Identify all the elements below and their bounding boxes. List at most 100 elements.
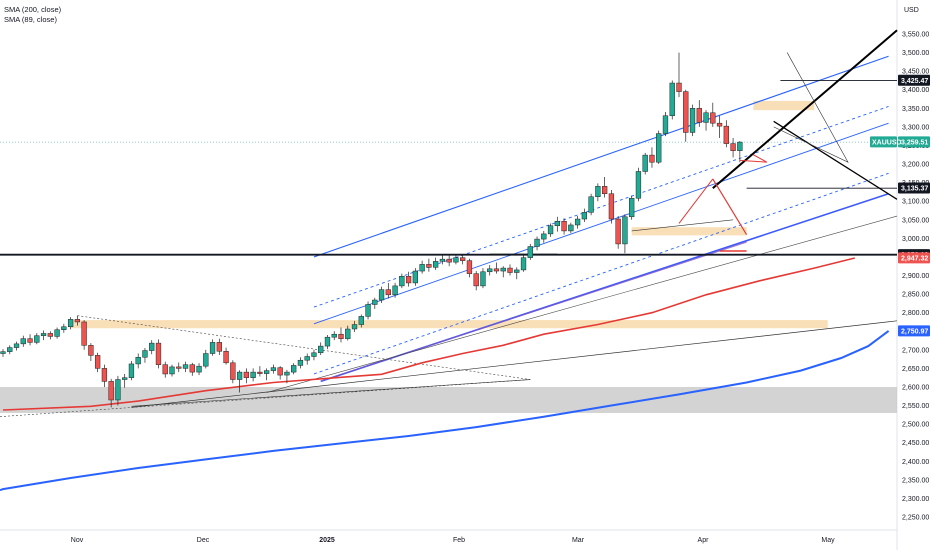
candle-body (243, 371, 250, 378)
candle-body (446, 258, 452, 263)
candle-body (399, 275, 405, 287)
price-badge-dark (898, 182, 930, 194)
candle-body (405, 275, 412, 284)
candle-body (595, 186, 601, 197)
candle-body (534, 238, 540, 247)
price-badge-label: 2,947.32 (901, 255, 928, 262)
candle-body (182, 364, 189, 369)
price-badge-blue (898, 325, 930, 337)
candle-body (629, 197, 635, 218)
candle-body (385, 289, 391, 296)
price-tick-label: 3,200.00 (902, 162, 929, 169)
time-axis[interactable]: Nov Dec 2025 Feb Mar Apr May (71, 537, 835, 544)
price-tick-label: 2,350.00 (902, 477, 929, 484)
candle-body (61, 326, 67, 330)
candle-body (487, 268, 493, 273)
zone-orange-top (753, 100, 815, 111)
support-zone-gray (0, 386, 897, 413)
currency-label[interactable]: USD (904, 7, 919, 14)
price-tick-label: 3,400.00 (902, 87, 929, 94)
sma-layer (0, 257, 890, 492)
price-badge-dark (898, 74, 930, 86)
candle-body (426, 264, 432, 268)
candle-body (135, 356, 141, 365)
candle-body (345, 328, 351, 339)
candle-body (541, 233, 547, 240)
candle-body (108, 381, 114, 401)
sma200-line (0, 330, 890, 492)
candle-body (216, 342, 222, 352)
price-tick-label: 2,850.00 (902, 292, 929, 299)
price-tick-label: 2,450.00 (902, 440, 929, 447)
triangle-upper-dash (77, 315, 531, 380)
breakout-trendline-black (712, 29, 898, 189)
candle-body (263, 370, 270, 374)
candle-body (378, 289, 385, 301)
time-tick-label: Apr (698, 537, 710, 544)
indicator-legend: SMA (200, close) SMA (89, close) (4, 5, 61, 25)
candle-body (710, 112, 716, 124)
candle-body (412, 270, 419, 284)
time-tick-label: Nov (71, 537, 84, 544)
candle-body (439, 258, 446, 262)
candle-body (284, 371, 290, 376)
price-tick-label: 2,550.00 (902, 403, 929, 410)
sma89-line (2, 257, 855, 411)
price-badge-green (898, 136, 930, 148)
candle-body (297, 359, 304, 366)
candle-body (230, 362, 236, 380)
candle-body (466, 260, 473, 274)
candle-body (588, 196, 594, 213)
time-tick-label: Dec (197, 537, 210, 544)
candle-body (656, 133, 662, 163)
candle-body (608, 193, 615, 220)
candle-body (189, 364, 195, 373)
price-tick-label: 2,800.00 (902, 310, 929, 317)
candle-body (0, 351, 6, 354)
price-axis[interactable]: 2,250.00 2,300.00 2,350.00 2,400.00 2,450.00… (902, 32, 929, 522)
resistance-zone-orange (70, 320, 828, 329)
price-badges: 3,425.473,259.513,135.372,956.192,947.32… (870, 74, 930, 337)
candle-body (527, 246, 533, 258)
price-tick-label: 3,550.00 (902, 32, 929, 39)
candle-body (547, 225, 554, 235)
channel-mid (313, 122, 889, 325)
candle-body (500, 267, 506, 272)
candle-body (196, 365, 202, 373)
candle-body (493, 268, 500, 272)
price-tick-label: 3,500.00 (902, 50, 929, 57)
candle-body (716, 122, 723, 127)
channel-upper (313, 55, 889, 258)
candles-layer (0, 52, 743, 408)
candle-body (47, 333, 53, 337)
price-badge-label: 3,425.47 (901, 78, 928, 85)
trendline-gray-long (131, 320, 898, 408)
legend-sma200[interactable]: SMA (200, close) (4, 5, 62, 14)
candle-body (324, 336, 331, 347)
candle-body (176, 366, 182, 369)
candle-body (520, 257, 527, 271)
legend-sma89[interactable]: SMA (89, close) (4, 15, 57, 24)
trendline-gray-mid (266, 215, 898, 393)
candle-body (581, 212, 588, 220)
candle-body (304, 356, 310, 361)
candle-body (723, 125, 729, 144)
candle-body (649, 154, 655, 163)
time-tick-label: Feb (453, 537, 465, 544)
candle-body (277, 367, 283, 376)
price-badge-red (898, 252, 930, 264)
candle-body (94, 355, 101, 369)
candle-body (601, 186, 608, 195)
candle-body (331, 333, 337, 338)
candle-body (13, 343, 20, 348)
price-tick-label: 2,900.00 (902, 273, 929, 280)
symbol-tag-label: XAUUSD (872, 139, 902, 146)
candle-body (67, 319, 74, 328)
price-badge-label: 2,750.97 (901, 328, 928, 335)
candle-body (34, 335, 40, 343)
candle-body (250, 371, 256, 378)
candle-body (615, 218, 621, 245)
candle-body (54, 329, 60, 337)
candle-body (432, 261, 439, 268)
